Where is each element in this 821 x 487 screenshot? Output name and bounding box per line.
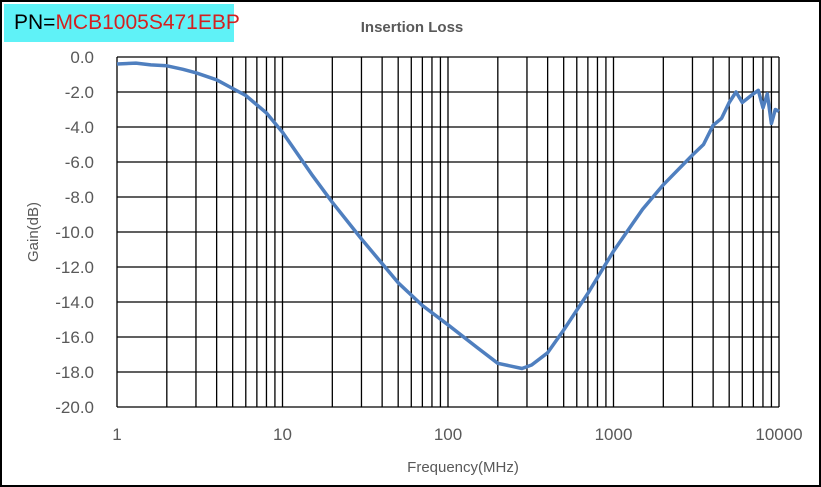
y-tick-label: -10.0 bbox=[55, 223, 94, 242]
y-tick-label: -18.0 bbox=[55, 363, 94, 382]
y-tick-label: -16.0 bbox=[55, 328, 94, 347]
x-tick-label: 100 bbox=[434, 425, 462, 444]
y-tick-label: -2.0 bbox=[65, 83, 94, 102]
part-number-prefix: PN= bbox=[14, 11, 56, 34]
y-tick-label: -4.0 bbox=[65, 118, 94, 137]
x-axis-label: Frequency(MHz) bbox=[407, 459, 519, 476]
part-number-label: PN=MCB1005S471EBP bbox=[4, 4, 240, 42]
y-tick-label: -20.0 bbox=[55, 398, 94, 417]
x-tick-label: 1 bbox=[112, 425, 121, 444]
grid bbox=[116, 56, 780, 408]
x-tick-label: 1000 bbox=[595, 425, 633, 444]
chart-title: Insertion Loss bbox=[361, 19, 464, 36]
x-tick-label: 10 bbox=[273, 425, 292, 444]
y-tick-label: -14.0 bbox=[55, 293, 94, 312]
y-axis-label: Gain(dB) bbox=[25, 202, 42, 262]
y-tick-label: -8.0 bbox=[65, 188, 94, 207]
part-number-value: MCB1005S471EBP bbox=[55, 11, 240, 34]
series-line bbox=[116, 61, 780, 371]
y-tick-label: 0.0 bbox=[70, 48, 94, 67]
x-tick-label: 10000 bbox=[755, 425, 802, 444]
y-tick-label: -12.0 bbox=[55, 258, 94, 277]
y-tick-label: -6.0 bbox=[65, 153, 94, 172]
